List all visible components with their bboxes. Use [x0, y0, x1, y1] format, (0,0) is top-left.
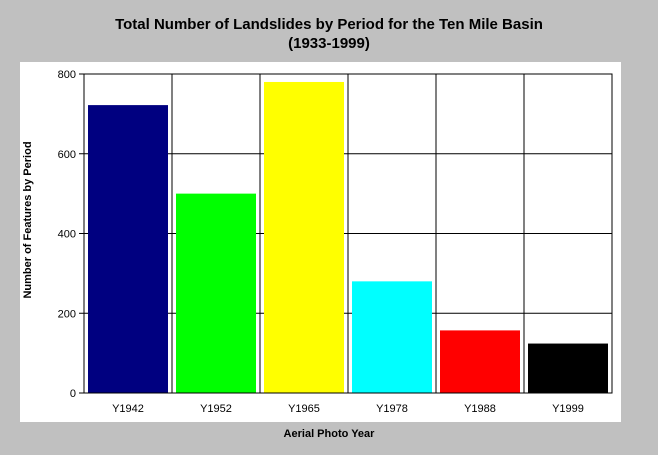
- x-tick-label: Y1999: [552, 403, 584, 415]
- bar-y1988: [440, 330, 520, 393]
- bars: [88, 81, 608, 393]
- bar-y1965: [264, 81, 344, 393]
- bar-y1999: [528, 343, 608, 393]
- y-tick-label: 800: [58, 69, 76, 81]
- x-axis-label: Aerial Photo Year: [283, 428, 375, 440]
- y-tick-label: 200: [58, 308, 76, 320]
- y-tick-label: 0: [70, 388, 76, 400]
- x-tick-label: Y1988: [464, 403, 496, 415]
- y-tick-labels: 0 200 400 600 800: [58, 69, 84, 400]
- x-tick-labels: Y1942 Y1952 Y1965 Y1978 Y1988 Y1999: [112, 403, 584, 415]
- bar-y1942: [88, 105, 168, 393]
- x-tick-label: Y1952: [200, 403, 232, 415]
- y-tick-label: 600: [58, 149, 76, 161]
- x-tick-label: Y1965: [288, 403, 320, 415]
- bar-y1978: [352, 281, 432, 393]
- chart-title: Total Number of Landslides by Period for…: [115, 16, 543, 33]
- x-tick-label: Y1978: [376, 403, 408, 415]
- chart-subtitle: (1933-1999): [288, 35, 370, 52]
- x-tick-label: Y1942: [112, 403, 144, 415]
- y-tick-label: 400: [58, 229, 76, 241]
- bar-y1952: [176, 193, 256, 393]
